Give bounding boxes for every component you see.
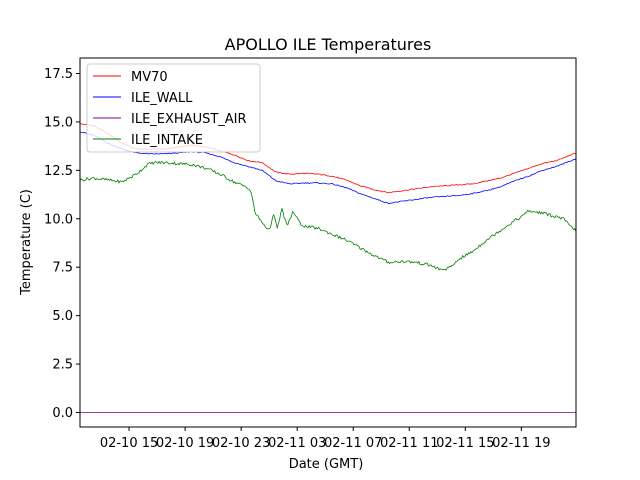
- y-tick-label: 15.0: [44, 115, 73, 130]
- y-tick-label: 5.0: [52, 309, 73, 324]
- y-tick-label: 12.5: [44, 164, 73, 179]
- y-tick-label: 7.5: [52, 261, 73, 276]
- y-tick-label: 2.5: [52, 358, 73, 373]
- x-tick-label: 02-11 07: [324, 436, 382, 451]
- legend-label-ile-intake: ILE_INTAKE: [131, 133, 203, 148]
- x-tick-label: 02-10 19: [156, 436, 214, 451]
- series-line-ile-intake: [79, 161, 577, 271]
- series-line-ile-wall: [79, 131, 577, 205]
- x-tick-label: 02-11 15: [436, 436, 494, 451]
- x-tick-label: 02-10 15: [100, 436, 158, 451]
- y-tick-label: 17.5: [44, 67, 73, 82]
- legend-label-mv70: MV70: [131, 70, 168, 85]
- chart-title: APOLLO ILE Temperatures: [225, 35, 432, 54]
- x-tick-label: 02-11 19: [492, 436, 550, 451]
- x-tick-label: 02-11 03: [268, 436, 326, 451]
- legend: MV70 ILE_WALL ILE_EXHAUST_AIR ILE_INTAKE: [86, 63, 261, 153]
- legend-frame: [86, 63, 261, 153]
- x-axis-label: Date (GMT): [289, 457, 364, 472]
- y-tick-label: 0.0: [52, 406, 73, 421]
- y-axis-label: Temperature (C): [19, 189, 34, 296]
- legend-label-ile-exhaust-air: ILE_EXHAUST_AIR: [131, 112, 247, 127]
- plot-frame: [79, 57, 577, 428]
- x-tick-label: 02-10 23: [212, 436, 270, 451]
- legend-label-ile-wall: ILE_WALL: [131, 91, 193, 106]
- y-tick-label: 10.0: [44, 212, 73, 227]
- y-axis: 0.0 2.5 5.0 7.5 10.0 12.5 15.0 17.5: [44, 67, 80, 421]
- x-tick-label: 02-11 11: [380, 436, 438, 451]
